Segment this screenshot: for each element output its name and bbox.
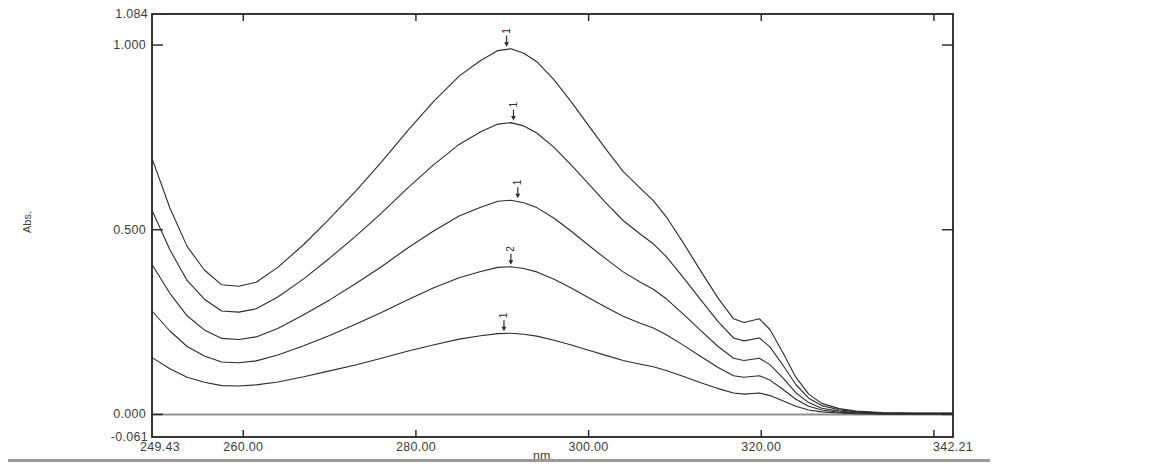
peak-arrowhead-icon	[502, 327, 507, 332]
x-max-label: 342.21	[933, 440, 973, 454]
peak-number-label: 1	[498, 312, 509, 318]
spectrum-curve-curve-3	[152, 200, 953, 414]
x-tick-label: 300.00	[569, 440, 609, 454]
y-tick-label: 1.000	[113, 38, 146, 52]
y-axis-label: Abs.	[21, 211, 33, 233]
y-tick-label: 0.500	[113, 223, 146, 237]
bottom-separator-line	[8, 459, 990, 462]
x-tick-label: 280.00	[396, 440, 436, 454]
peak-arrowhead-icon	[515, 194, 520, 199]
peak-arrowhead-icon	[511, 116, 516, 121]
peak-arrowhead-icon	[504, 42, 509, 47]
y-max-label: 1.084	[115, 7, 148, 21]
spectrum-chart: 1.0000.5000.0001.084-0.061260.00280.0030…	[0, 0, 1153, 471]
spectrum-curve-curve-5	[152, 333, 953, 414]
y-tick-label: 0.000	[113, 407, 146, 421]
x-tick-label: 260.00	[223, 440, 263, 454]
spectrophotometer-output: 1.0000.5000.0001.084-0.061260.00280.0030…	[0, 0, 1153, 471]
peak-number-label: 2	[505, 246, 516, 252]
peak-arrowhead-icon	[508, 260, 513, 265]
x-tick-label: 320.00	[741, 440, 781, 454]
peak-number-label: 1	[501, 28, 512, 34]
peak-number-label: 1	[512, 179, 523, 185]
peak-number-label: 1	[508, 102, 519, 108]
spectrum-curve-curve-1	[152, 49, 953, 413]
spectrum-curve-curve-2	[152, 123, 953, 414]
x-min-label: 249.43	[140, 440, 180, 454]
